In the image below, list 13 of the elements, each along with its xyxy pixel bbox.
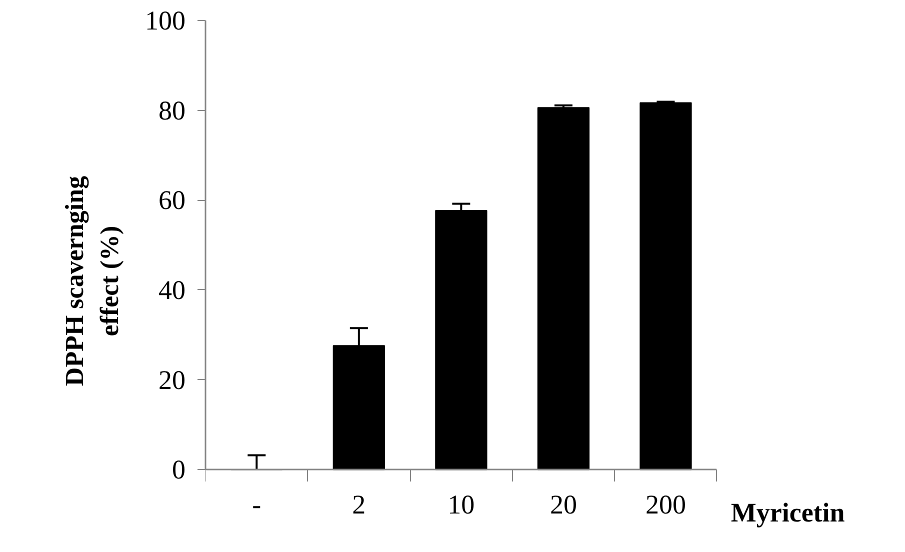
y-tick-label: 80 (158, 95, 186, 126)
x-tick-label: 20 (550, 490, 577, 520)
x-tick-label: 10 (448, 490, 475, 520)
y-tick-label: 100 (145, 6, 186, 36)
y-tick-label: 20 (158, 364, 186, 395)
y-tick-label: 0 (172, 454, 186, 485)
y-tick-label: 60 (158, 185, 186, 216)
y-axis-title: DPPH scavernging effect (%) (60, 176, 124, 386)
x-tick-label: - (252, 490, 262, 520)
x-tick-label: 200 (645, 490, 686, 520)
x-tick-label: 2 (352, 490, 366, 520)
x-axis-title: Myricetin (730, 498, 845, 528)
y-tick-label: 40 (158, 274, 186, 305)
